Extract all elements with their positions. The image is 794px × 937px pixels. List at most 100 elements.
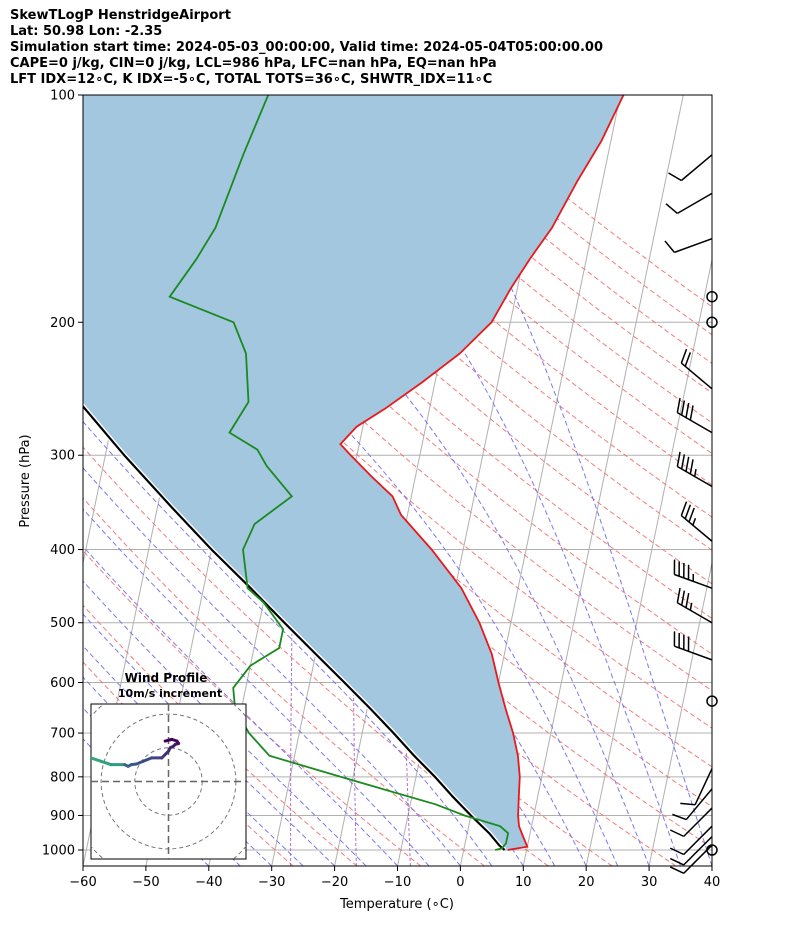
x-tick-label: −10 <box>384 875 411 890</box>
parcel-area-shading <box>83 95 624 850</box>
x-tick-label: −50 <box>132 875 159 890</box>
y-axis-label: Pressure (hPa) <box>18 434 33 527</box>
barb-flag <box>676 397 681 413</box>
barb-flag <box>664 240 675 253</box>
isotherm-line <box>648 560 712 866</box>
wind-barb <box>676 451 713 488</box>
x-tick-label: −40 <box>195 875 222 890</box>
barb-shaft <box>680 154 713 182</box>
y-tick-label: 600 <box>50 676 75 691</box>
barb-flag <box>680 501 688 516</box>
wind-barb <box>676 587 713 624</box>
y-tick-label: 100 <box>50 89 75 104</box>
dry-adiabat-line <box>83 497 485 866</box>
chart-header: SkewTLogP HenstridgeAirport Lat: 50.98 L… <box>10 8 780 88</box>
moist-adiabat-line <box>83 645 304 866</box>
wind-barb <box>669 825 713 856</box>
barb-flag <box>669 847 685 856</box>
x-tick-label: −20 <box>321 875 348 890</box>
stability-indices-line-1: CAPE=0 j/kg, CIN=0 j/kg, LCL=986 hPa, LF… <box>10 56 497 71</box>
barb-flag <box>680 590 686 606</box>
barb-flag <box>684 352 692 367</box>
barb-half-flag <box>692 517 697 526</box>
x-tick-label: 0 <box>456 875 464 890</box>
station-coordinates: Lat: 50.98 Lon: -2.35 <box>10 24 163 39</box>
hodograph-segment <box>81 792 83 816</box>
wind-barb <box>669 807 713 838</box>
y-tick-label: 500 <box>50 616 75 631</box>
moist-adiabat-line <box>83 420 493 866</box>
x-tick-label: −60 <box>69 875 96 890</box>
hodograph-segment <box>99 759 113 767</box>
hodograph-segment <box>79 778 82 791</box>
y-tick-label: 200 <box>50 316 75 331</box>
barb-flag <box>689 405 694 421</box>
barb-flag <box>688 507 695 523</box>
y-tick-label: 800 <box>50 770 75 785</box>
barb-shaft <box>683 844 713 874</box>
hodograph-segment <box>91 756 103 763</box>
barb-shaft <box>683 836 713 866</box>
wind-barb <box>680 348 713 390</box>
wind-barb <box>673 631 713 661</box>
x-axis-ticks: −60 −50 −40 −30 −20 −10 0 10 20 30 40 <box>69 866 720 890</box>
hodograph-segment <box>67 755 74 758</box>
barb-shaft <box>680 514 713 542</box>
wind-barb <box>668 154 713 182</box>
barb-half-flag <box>689 602 693 611</box>
barb-shaft <box>683 825 713 856</box>
barb-shaft <box>683 807 713 837</box>
y-tick-label: 900 <box>50 809 75 824</box>
dry-adiabat-line <box>150 95 712 585</box>
dry-adiabat-line <box>83 550 422 866</box>
hodograph-title: Wind Profile <box>125 671 208 685</box>
isotherm-line <box>711 863 712 866</box>
moist-adiabat-line <box>400 95 712 866</box>
barb-flag <box>680 802 696 806</box>
wind-barb <box>669 836 713 866</box>
barb-flag <box>680 348 688 364</box>
barb-flag <box>685 402 690 418</box>
barb-flag <box>669 857 685 866</box>
station-title: SkewTLogP HenstridgeAirport <box>10 8 231 23</box>
barb-flag <box>685 592 690 608</box>
isotherm-line <box>585 257 712 866</box>
hodograph-segment <box>67 758 70 768</box>
y-axis-ticks: 100 200 300 400 500 600 700 800 900 1000 <box>42 89 83 859</box>
barb-flag <box>680 454 686 470</box>
moist-adiabat-line <box>83 545 398 866</box>
barb-shaft <box>676 602 713 624</box>
x-axis-label: Temperature (∘C) <box>339 897 454 912</box>
barb-shaft <box>685 788 713 821</box>
parcel-profile-line <box>83 404 506 851</box>
barb-flag <box>680 400 686 416</box>
y-tick-label: 400 <box>50 543 75 558</box>
hodograph-subtitle: 10m/s increment <box>118 687 222 700</box>
x-tick-label: 10 <box>515 875 532 890</box>
barb-shaft <box>694 768 713 806</box>
hodograph-segment <box>163 737 174 743</box>
hodograph-segment <box>141 756 154 763</box>
x-tick-label: 20 <box>578 875 595 890</box>
y-tick-label: 700 <box>50 727 75 742</box>
barb-flag <box>669 866 685 875</box>
barb-flag <box>676 451 681 467</box>
wind-barb <box>665 192 713 215</box>
barb-shaft <box>676 192 713 215</box>
dry-adiabat-line <box>182 95 712 551</box>
barb-flag <box>669 829 685 838</box>
wind-barb <box>673 559 713 589</box>
isotherm-line <box>522 95 684 866</box>
wind-barbs <box>664 154 718 875</box>
wind-barb <box>676 397 713 434</box>
barb-shaft <box>674 645 713 661</box>
barb-flag <box>689 459 694 475</box>
moist-adiabat-line <box>136 95 650 866</box>
cape-cin-shading <box>83 95 624 850</box>
barb-shaft <box>680 362 713 390</box>
barb-shaft <box>674 237 713 254</box>
x-tick-label: 30 <box>641 875 658 890</box>
isotherm-line <box>775 95 794 866</box>
barb-flag <box>685 456 690 472</box>
